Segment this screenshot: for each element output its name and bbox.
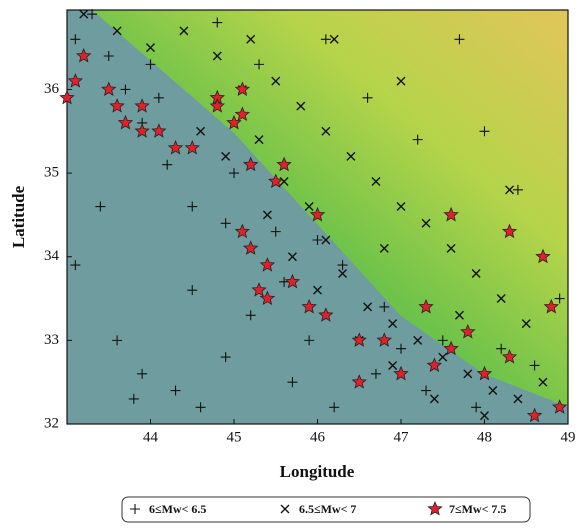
x-axis-label: Longitude bbox=[280, 462, 355, 481]
y-tick-label: 35 bbox=[44, 165, 59, 181]
x-tick-label: 47 bbox=[394, 429, 410, 445]
x-tick-label: 45 bbox=[227, 429, 242, 445]
x-tick-label: 49 bbox=[561, 429, 576, 445]
legend-label: 7≤Mw< 7.5 bbox=[449, 502, 506, 516]
legend-label: 6.5≤Mw< 7 bbox=[299, 502, 356, 516]
y-axis-label: Latitude bbox=[9, 185, 28, 248]
x-tick-label: 46 bbox=[310, 429, 326, 445]
y-tick-label: 33 bbox=[44, 332, 59, 348]
legend-label: 6≤Mw< 6.5 bbox=[149, 502, 206, 516]
y-tick-label: 36 bbox=[44, 81, 60, 97]
chart: Longitude Latitude 44 45 46 47 48 49 32 33 34 35 3… bbox=[0, 0, 586, 525]
x-tick-label: 48 bbox=[477, 429, 492, 445]
x-tick-label: 44 bbox=[143, 429, 159, 445]
y-tick-label: 32 bbox=[44, 415, 59, 431]
y-tick-label: 34 bbox=[44, 248, 60, 264]
